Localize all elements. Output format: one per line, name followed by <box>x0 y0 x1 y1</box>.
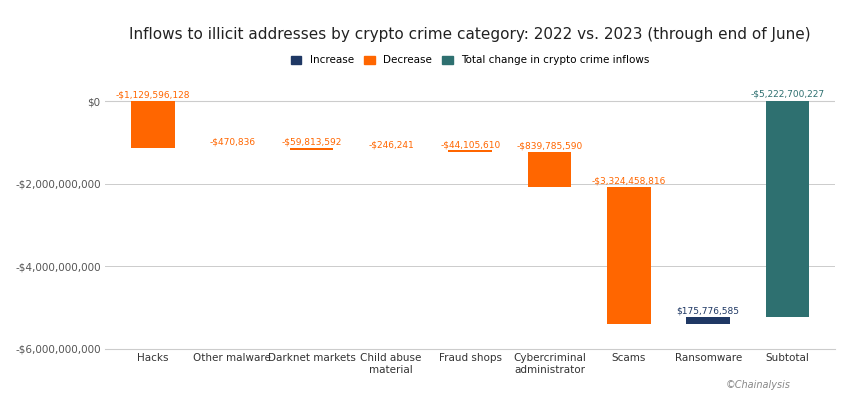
Bar <box>528 152 571 187</box>
Bar <box>290 148 333 150</box>
Text: -$59,813,592: -$59,813,592 <box>281 138 342 146</box>
Text: -$470,836: -$470,836 <box>209 138 255 146</box>
Text: -$1,129,596,128: -$1,129,596,128 <box>116 91 190 100</box>
Text: $175,776,585: $175,776,585 <box>677 307 740 316</box>
Bar <box>766 101 809 316</box>
Bar <box>449 150 492 152</box>
Title: Inflows to illicit addresses by crypto crime category: 2022 vs. 2023 (through en: Inflows to illicit addresses by crypto c… <box>129 27 811 42</box>
Bar <box>607 187 650 324</box>
Text: -$44,105,610: -$44,105,610 <box>440 140 501 149</box>
Bar <box>686 316 730 324</box>
Text: ©Chainalysis: ©Chainalysis <box>726 380 790 390</box>
Text: -$839,785,590: -$839,785,590 <box>517 142 582 151</box>
Text: -$5,222,700,227: -$5,222,700,227 <box>751 90 824 99</box>
Text: -$3,324,458,816: -$3,324,458,816 <box>592 176 666 185</box>
Text: -$246,241: -$246,241 <box>368 140 414 149</box>
Legend: Increase, Decrease, Total change in crypto crime inflows: Increase, Decrease, Total change in cryp… <box>286 51 654 69</box>
Bar <box>131 101 175 148</box>
